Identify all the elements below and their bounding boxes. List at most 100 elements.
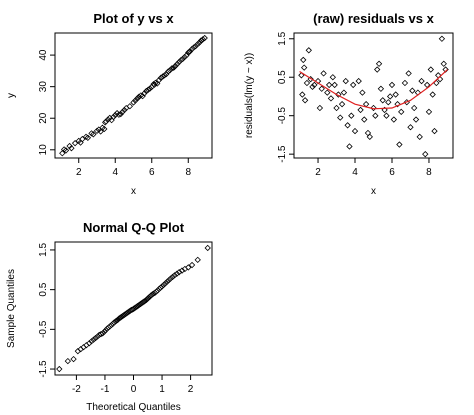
panel2-data-point	[335, 91, 342, 98]
panel1-xtick-label: 2	[76, 167, 82, 178]
panel3-xtick-label: -1	[101, 384, 110, 395]
panel2-ytick-label: 1.5	[277, 31, 288, 45]
panel3-data-point	[70, 355, 77, 363]
panel3-data-point	[164, 278, 171, 285]
panel3-frame	[54, 241, 213, 376]
panel2-data-point	[357, 106, 364, 114]
panel1-data-point	[102, 118, 110, 125]
panel1-data-point	[179, 55, 186, 63]
panel3-data-point	[92, 334, 99, 342]
panel1-data-point	[84, 134, 92, 141]
panel2-data-point	[386, 93, 394, 100]
panel1-data-point	[161, 72, 168, 79]
panel2-data-point	[340, 89, 348, 96]
panel2-data-point	[337, 114, 344, 121]
panel2-ytick-label: 0.5	[277, 70, 288, 84]
panel1-data-point	[110, 113, 117, 121]
panel2-data-point	[311, 81, 318, 89]
panel1-ytick-label: 40	[38, 49, 49, 61]
panel3-data-point	[114, 316, 121, 323]
panel2-data-point	[329, 74, 336, 81]
panel3-data-point	[160, 281, 167, 289]
panel2-title: (raw) residuals vs x	[313, 11, 434, 26]
panel1-ytick-label: 10	[38, 144, 49, 156]
panel2-data-point	[346, 143, 353, 150]
panel2-data-point	[431, 127, 438, 135]
panel2-smooth-curve	[299, 69, 448, 110]
panel1-data-point	[126, 103, 134, 110]
panel1-data-point	[123, 104, 130, 112]
panel2-data-point	[401, 79, 409, 87]
panel-y-vs-x: Plot of y vs x 2 4 6 8 10 20 30 40 x y	[6, 11, 213, 197]
panel2-ylabel: residuals(lm(y ~ x))	[244, 53, 255, 138]
panel1-data-point	[130, 99, 137, 106]
panel1-xtick-label: 6	[149, 167, 155, 178]
panel1-data-point	[60, 146, 68, 153]
panel2-data-point	[440, 60, 447, 67]
panel1-data-point	[71, 139, 79, 147]
panel1-data-point	[77, 139, 84, 146]
panel1-data-point	[68, 145, 75, 152]
panel2-xlabel: x	[371, 186, 376, 197]
panel2-data-point	[301, 64, 308, 71]
panel1-data-point	[155, 76, 163, 84]
panel2-data-point	[429, 91, 436, 98]
panel2-data-point	[325, 81, 333, 89]
panel3-data-point	[157, 284, 164, 291]
panel1-data-point	[133, 95, 141, 102]
panel3-data-point	[165, 276, 173, 284]
panel1-data-point	[143, 87, 150, 95]
panel1-data-point	[90, 131, 97, 138]
panel3-data-point	[173, 270, 181, 277]
panel2-data-point	[390, 116, 398, 123]
panel1-data-point	[93, 127, 101, 135]
panel2-data-point	[388, 81, 396, 89]
panel2-data-point	[385, 99, 392, 106]
panel1-data-point	[166, 67, 174, 74]
panel1-data-point	[82, 133, 90, 141]
panel1-data-point	[168, 65, 176, 72]
panel3-xtick-label: 0	[131, 384, 137, 395]
panel2-data-point	[316, 104, 324, 112]
panel1-data-point	[132, 97, 139, 104]
panel3-data-point	[204, 244, 211, 252]
panel3-xlabel: Theoretical Quantiles	[86, 402, 181, 413]
panel2-data-point	[398, 108, 405, 116]
panel2-data-point	[305, 47, 312, 54]
panel2-data-point	[349, 81, 357, 89]
panel1-data-point	[115, 111, 123, 118]
panel3-ytick-label: 1.5	[38, 243, 49, 257]
panel1-data-point	[174, 60, 181, 68]
panel3-xtick-label: 2	[188, 384, 194, 395]
panel3-data-point	[178, 267, 186, 274]
panel1-title: Plot of y vs x	[93, 11, 174, 26]
panel3-title: Normal Q-Q Plot	[83, 220, 185, 235]
panel2-data-point	[372, 112, 379, 119]
panel1-data-point	[181, 53, 188, 61]
panel2-data-point	[438, 35, 446, 42]
panel1-data-point	[196, 38, 204, 46]
panel3-ylabel: Sample Quantiles	[6, 269, 17, 348]
panel2-data-point	[327, 95, 335, 102]
panel-normal-qq: Normal Q-Q Plot -2 -1 0 1 2 -1.5 -0.5 0.5 1.5 Th…	[6, 220, 213, 413]
panel1-data-point	[102, 119, 109, 126]
panel2-ytick-label: -1.5	[277, 145, 288, 163]
panel3-data-point	[101, 328, 108, 335]
panel3-data-point	[144, 295, 151, 302]
panel3-data-point	[158, 283, 166, 290]
panel1-data-point	[186, 48, 193, 56]
panel3-data-point	[99, 330, 106, 337]
panel2-data-point	[411, 104, 418, 112]
panel1-data-point	[201, 34, 208, 42]
panel2-data-point	[416, 133, 423, 141]
panel3-data-point	[188, 261, 196, 269]
panel3-ytick-label: -1.5	[38, 360, 49, 378]
panel3-data-point	[110, 319, 118, 326]
panel2-data-point	[405, 70, 412, 77]
panel1-data-point	[163, 70, 170, 78]
panel1-data-point	[146, 85, 154, 92]
panel2-data-point	[299, 91, 306, 98]
panel2-xtick-label: 6	[389, 167, 395, 178]
panel2-data-point	[303, 79, 311, 87]
